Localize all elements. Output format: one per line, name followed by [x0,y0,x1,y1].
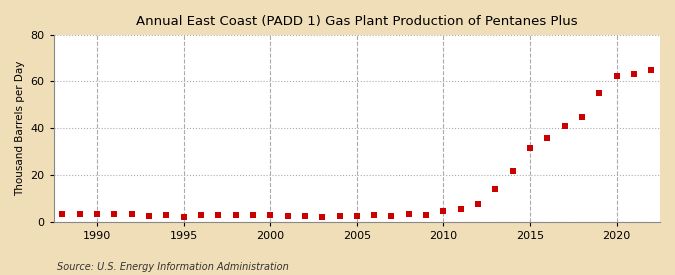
Y-axis label: Thousand Barrels per Day: Thousand Barrels per Day [15,60,25,196]
Text: Source: U.S. Energy Information Administration: Source: U.S. Energy Information Administ… [57,262,289,272]
Title: Annual East Coast (PADD 1) Gas Plant Production of Pentanes Plus: Annual East Coast (PADD 1) Gas Plant Pro… [136,15,578,28]
